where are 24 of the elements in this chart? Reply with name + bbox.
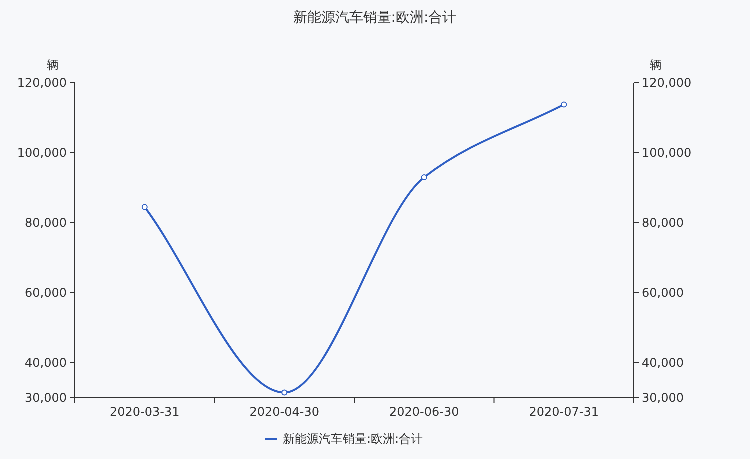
point: [282, 390, 288, 396]
x-tick-label: 2020-04-30: [250, 405, 320, 419]
point: [561, 102, 568, 108]
point: [142, 204, 148, 210]
y-tick-label: 120,000: [17, 76, 67, 90]
x-tick-label: 2020-03-31: [110, 405, 180, 419]
y2-tick-label: 100,000: [642, 146, 692, 160]
chart-title: 新能源汽车销量:欧洲:合计: [293, 10, 457, 26]
y-tick-label: 80,000: [25, 216, 67, 230]
x-tick-label: 2020-07-31: [529, 405, 599, 419]
y2-tick-label: 40,000: [642, 356, 684, 370]
y2-tick-label: 80,000: [642, 216, 684, 230]
y-axis-title: 辆: [47, 58, 59, 72]
y2-axis-title: 辆: [650, 58, 662, 72]
y-tick-label: 100,000: [17, 146, 67, 160]
y-tick-label: 30,000: [25, 391, 67, 405]
y2-tick-label: 30,000: [642, 391, 684, 405]
y-tick-label: 60,000: [25, 286, 67, 300]
y2-tick-label: 60,000: [642, 286, 684, 300]
x-tick-label: 2020-06-30: [390, 405, 460, 419]
y-tick-label: 40,000: [25, 356, 67, 370]
legend-label: 新能源汽车销量:欧洲:合计: [283, 432, 424, 446]
y2-tick-label: 120,000: [642, 76, 692, 90]
point: [421, 174, 428, 180]
